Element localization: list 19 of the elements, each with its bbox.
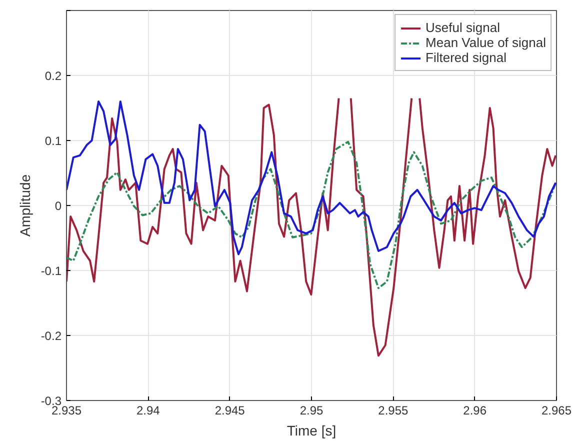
y-tick-label: 0	[54, 199, 62, 213]
x-tick-label: 2.965	[541, 404, 572, 418]
y-tick-label: -0.2	[40, 329, 62, 343]
y-axis-title: Amplitude	[16, 174, 33, 237]
x-tick-label: 2.95	[300, 404, 324, 418]
x-tick-label: 2.935	[51, 404, 82, 418]
x-axis-title: Time [s]	[286, 422, 336, 438]
x-tick-label: 2.96	[463, 404, 487, 418]
x-tick-label: 2.945	[214, 404, 246, 418]
x-tick-label: 2.94	[136, 404, 160, 418]
legend-label: Useful signal	[426, 20, 500, 35]
legend-label: Mean Value of signal	[426, 35, 546, 50]
y-tick-label: 0.2	[44, 69, 62, 83]
legend-label: Filtered signal	[426, 50, 506, 65]
line-series	[66, 140, 556, 290]
x-tick-label: 2.955	[378, 404, 409, 418]
y-tick-label: 0.1	[44, 134, 62, 148]
y-tick-label: -0.1	[40, 264, 62, 278]
line-series	[66, 100, 556, 256]
